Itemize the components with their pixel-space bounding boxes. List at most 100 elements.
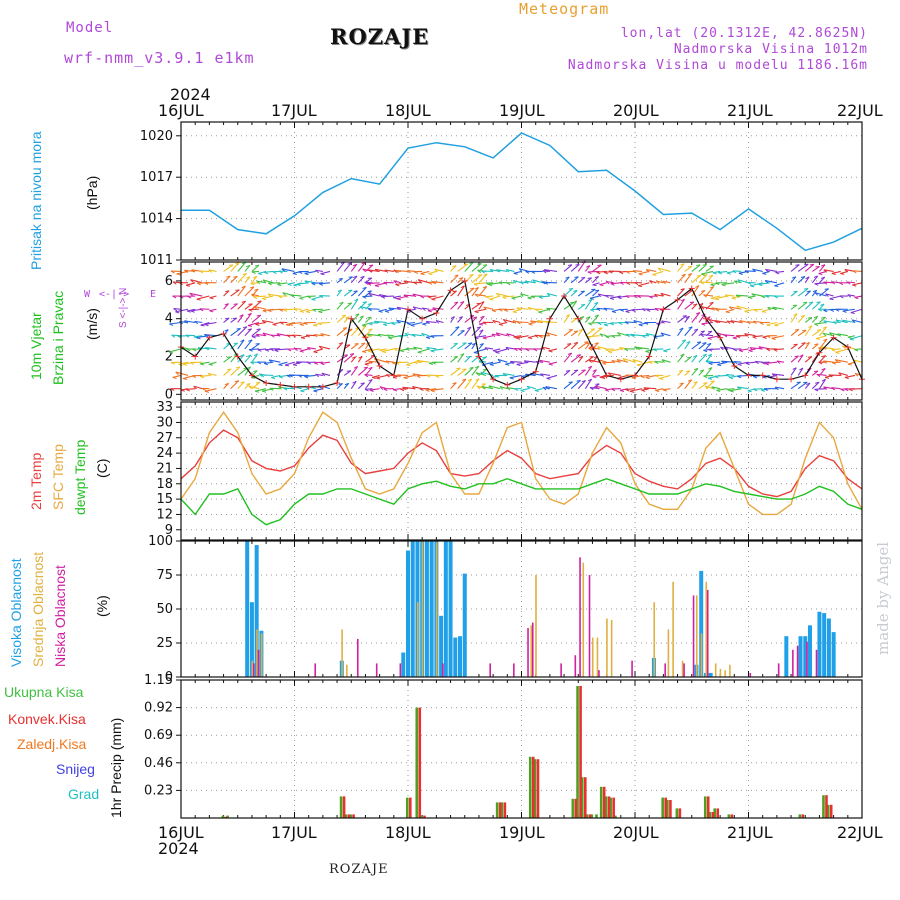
wind-arrow-head bbox=[498, 323, 504, 326]
wind-arrow bbox=[223, 342, 231, 350]
wind-arrow bbox=[790, 304, 798, 310]
wind-arrow-head bbox=[272, 323, 277, 326]
y-tick-label: 0.92 bbox=[144, 701, 173, 716]
cloud-low-bar bbox=[792, 649, 794, 677]
wind-arrow-head bbox=[396, 298, 401, 301]
wind-arrow-head bbox=[281, 268, 286, 272]
wind-arrow-head bbox=[814, 323, 819, 327]
wind-arrow-head bbox=[774, 285, 779, 288]
wind-arrow-head bbox=[502, 319, 507, 323]
wind-arrow-head bbox=[747, 282, 752, 286]
wind-arrow bbox=[596, 270, 607, 273]
wind-arrow bbox=[343, 353, 355, 363]
wind-arrow bbox=[450, 342, 458, 350]
wind-arrow-head bbox=[393, 389, 398, 392]
wind-arrow-head bbox=[538, 311, 543, 314]
wind-arrow bbox=[457, 330, 465, 337]
wind-arrow-head bbox=[818, 347, 822, 351]
wind-arrow bbox=[729, 306, 742, 310]
wind-arrow-head bbox=[847, 336, 852, 339]
wind-arrow-head bbox=[477, 269, 482, 274]
wind-arrow-head bbox=[597, 264, 602, 267]
wind-arrow bbox=[563, 276, 570, 284]
wind-arrow-head bbox=[852, 270, 857, 274]
wind-arrow bbox=[350, 290, 358, 297]
wind-arrow bbox=[677, 327, 684, 337]
cloud-mid-bar bbox=[606, 618, 608, 677]
wind-arrow-head bbox=[431, 361, 436, 365]
panel-frame-4 bbox=[180, 540, 863, 678]
wind-arrow-head bbox=[200, 324, 205, 327]
wind-arrow-head bbox=[426, 346, 431, 351]
wind-arrow bbox=[343, 276, 353, 284]
wind-arrow bbox=[819, 264, 826, 272]
model-name: wrf-nmm_v3.9.1 e1km bbox=[64, 49, 255, 67]
cloud-mid-bar bbox=[416, 602, 419, 677]
wind-arrow bbox=[306, 334, 316, 337]
cloud-high-bar bbox=[803, 636, 808, 677]
wind-arrow bbox=[368, 292, 380, 297]
wind-arrow-head bbox=[596, 307, 601, 311]
wind-arrow-head bbox=[382, 351, 387, 354]
y-tick-label: 1020 bbox=[140, 129, 173, 144]
y-tick-label: 50 bbox=[156, 602, 173, 617]
wind-arrow bbox=[276, 333, 288, 337]
wind-arrow bbox=[698, 303, 704, 310]
wind-arrow-head bbox=[347, 262, 352, 265]
wind-arrow-head bbox=[255, 323, 260, 327]
wind-arrow bbox=[244, 383, 251, 390]
wind-arrow bbox=[698, 290, 706, 297]
wind-arrow-head bbox=[706, 316, 711, 319]
wind-arrow-head bbox=[458, 277, 464, 280]
wind-arrow bbox=[379, 348, 387, 351]
wind-arrow-head bbox=[753, 309, 758, 312]
wind-arrow bbox=[278, 361, 288, 366]
wind-arrow-head bbox=[605, 280, 610, 285]
wind-arrow bbox=[288, 321, 302, 325]
wind-arrow-head bbox=[594, 385, 599, 390]
wind-arrow-head bbox=[488, 283, 493, 287]
y-tick-label: 2 bbox=[165, 350, 173, 365]
cloud-low-bar bbox=[631, 660, 633, 677]
wind-arrow-head bbox=[847, 363, 852, 366]
wind-arrow-head bbox=[587, 277, 592, 279]
wind-arrow-head bbox=[678, 369, 684, 372]
wind-arrow-head bbox=[396, 320, 401, 324]
wind-arrow-head bbox=[426, 374, 431, 378]
wind-arrow bbox=[260, 374, 274, 376]
wind-arrow bbox=[545, 386, 558, 390]
wind-arrow-head bbox=[452, 265, 457, 268]
cloud-mid-bar bbox=[535, 575, 537, 677]
wind-arrow-head bbox=[425, 389, 430, 392]
wind-arrow bbox=[262, 279, 274, 284]
wind-arrow-head bbox=[182, 378, 188, 381]
wind-arrow-head bbox=[641, 308, 646, 312]
wind-arrow bbox=[418, 279, 430, 284]
wind-arrow-head bbox=[417, 351, 422, 354]
wind-arrow bbox=[367, 333, 380, 337]
wind-arrow-head bbox=[832, 321, 837, 325]
wind-arrow-head bbox=[619, 389, 625, 392]
wind-arrow bbox=[364, 379, 373, 389]
wind-arrow-head bbox=[348, 289, 353, 292]
wind-arrow bbox=[336, 314, 347, 323]
wind-arrow-head bbox=[189, 292, 194, 297]
wind-arrow-head bbox=[544, 281, 549, 285]
wind-arrow bbox=[299, 308, 309, 312]
cloud-mid-bar bbox=[729, 664, 731, 677]
date-bottom-5: 21JUL bbox=[727, 823, 773, 842]
wind-arrow bbox=[223, 303, 229, 310]
wind-arrow bbox=[797, 367, 804, 376]
wind-arrow-head bbox=[199, 308, 204, 312]
wind-arrow-head bbox=[597, 322, 602, 326]
wind-arrow-head bbox=[491, 309, 496, 313]
wind-arrow bbox=[563, 352, 573, 363]
wind-arrow-head bbox=[679, 382, 684, 385]
precip-total-bar bbox=[675, 808, 679, 818]
wind-arrow-head bbox=[730, 320, 735, 324]
wind-arrow bbox=[721, 282, 735, 286]
wind-arrow bbox=[185, 282, 196, 286]
precip-total-bar bbox=[713, 808, 716, 818]
wind-arrow-head bbox=[315, 373, 320, 378]
wind-arrow-head bbox=[594, 276, 599, 279]
